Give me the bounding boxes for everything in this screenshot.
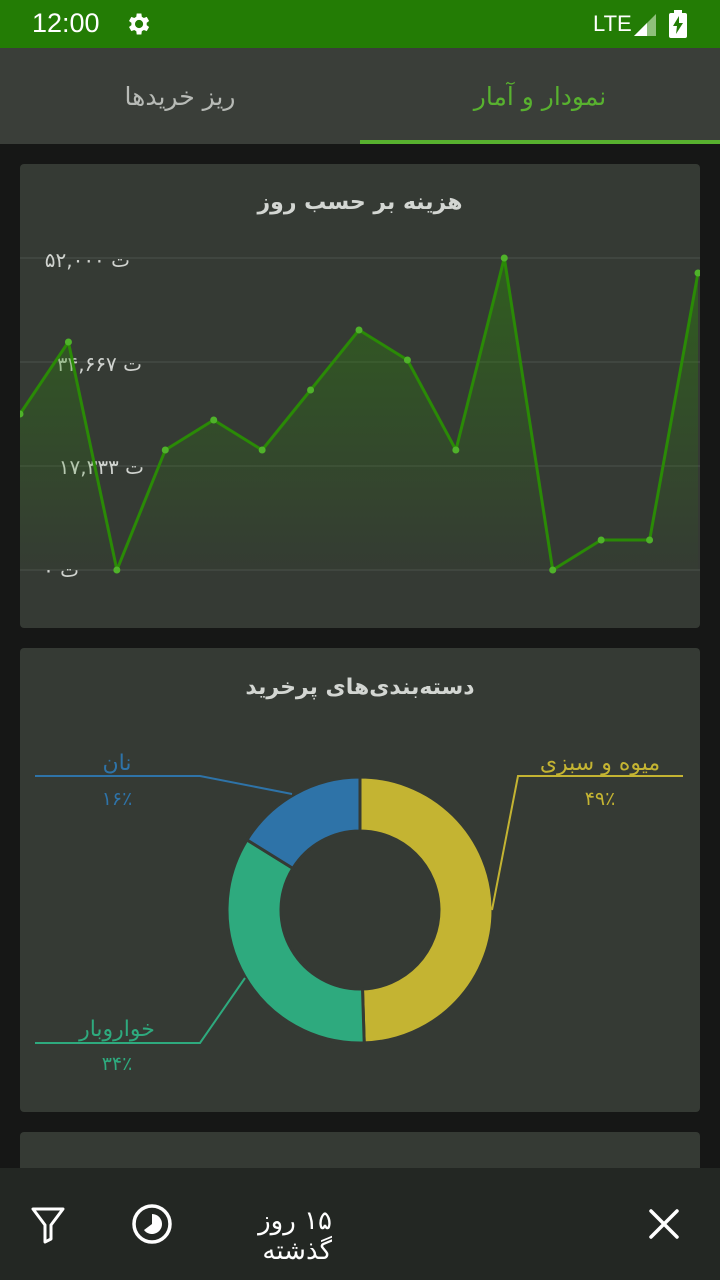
- daily-cost-chart: ت ۵۲,۰۰۰ ت ۳۴,۶۶۷ ت ۱۷,۳۳۳ ت ۰: [20, 248, 700, 582]
- categories-card: دسته‌بندی‌های پرخرید نان ۱۶٪ میوه و سبزی…: [20, 648, 700, 1112]
- daily-cost-card: هزینه بر حسب روز ت ۵۲,۰۰۰ ت ۳۴,۶۶۷ ت ۱۷,…: [20, 164, 700, 628]
- bread-label: نان: [103, 751, 132, 776]
- filter-icon[interactable]: [30, 1206, 66, 1248]
- line-point: [646, 536, 654, 544]
- line-point: [20, 410, 24, 418]
- bottom-bar: [0, 1168, 720, 1280]
- bread-leader-line: [35, 775, 293, 795]
- line-point: [500, 254, 508, 262]
- signal-icon: [632, 12, 658, 42]
- battery-charging-icon: [668, 10, 688, 42]
- categories-donut-chart: نان ۱۶٪ میوه و سبزی ۴۹٪ خواروبار ۳۴٪: [35, 751, 683, 1075]
- grocery-slice: [225, 837, 366, 1045]
- period-clock-icon[interactable]: [131, 1203, 173, 1249]
- line-point: [403, 356, 411, 364]
- line-point: [549, 566, 557, 574]
- tab-stats[interactable]: نمودار و آمار: [473, 81, 607, 111]
- network-type: LTE: [593, 11, 632, 36]
- line-point: [210, 416, 218, 424]
- line-point: [161, 446, 169, 454]
- fruit-label: میوه و سبزی: [540, 751, 660, 776]
- settings-icon: [124, 10, 152, 42]
- tab-indicator: [360, 140, 720, 144]
- bread-slice: [244, 775, 362, 871]
- daily-cost-title: هزینه بر حسب روز: [257, 190, 463, 215]
- grocery-leader-line: [35, 977, 246, 1044]
- line-point: [258, 446, 266, 454]
- line-point: [597, 536, 605, 544]
- fruit-leader-line: [491, 775, 683, 911]
- tab-bar: نمودار و آمار ریز خریدها: [0, 48, 720, 144]
- line-point: [307, 386, 315, 394]
- line-point: [355, 326, 363, 334]
- line-point: [452, 446, 460, 454]
- line-area-fill: [20, 258, 698, 570]
- y-tick-label: ت ۵۲,۰۰۰: [45, 248, 130, 272]
- grocery-percent: ۳۴٪: [102, 1053, 133, 1075]
- line-point: [64, 338, 72, 346]
- line-point: [694, 269, 700, 277]
- status-time: 12:00: [32, 8, 100, 38]
- fruit-percent: ۴۹٪: [585, 788, 616, 810]
- bread-percent: ۱۶٪: [102, 788, 133, 810]
- tab-purchase-details[interactable]: ریز خریدها: [124, 81, 236, 111]
- close-icon[interactable]: [648, 1208, 680, 1244]
- status-bar: 12:00 LTE: [0, 0, 720, 48]
- grocery-label: خواروبار: [78, 1017, 155, 1042]
- fruit-slice: [358, 775, 495, 1045]
- categories-title: دسته‌بندی‌های پرخرید: [245, 675, 475, 700]
- line-point: [113, 566, 121, 574]
- period-label[interactable]: ۱۵ روز گذشته: [258, 1206, 332, 1266]
